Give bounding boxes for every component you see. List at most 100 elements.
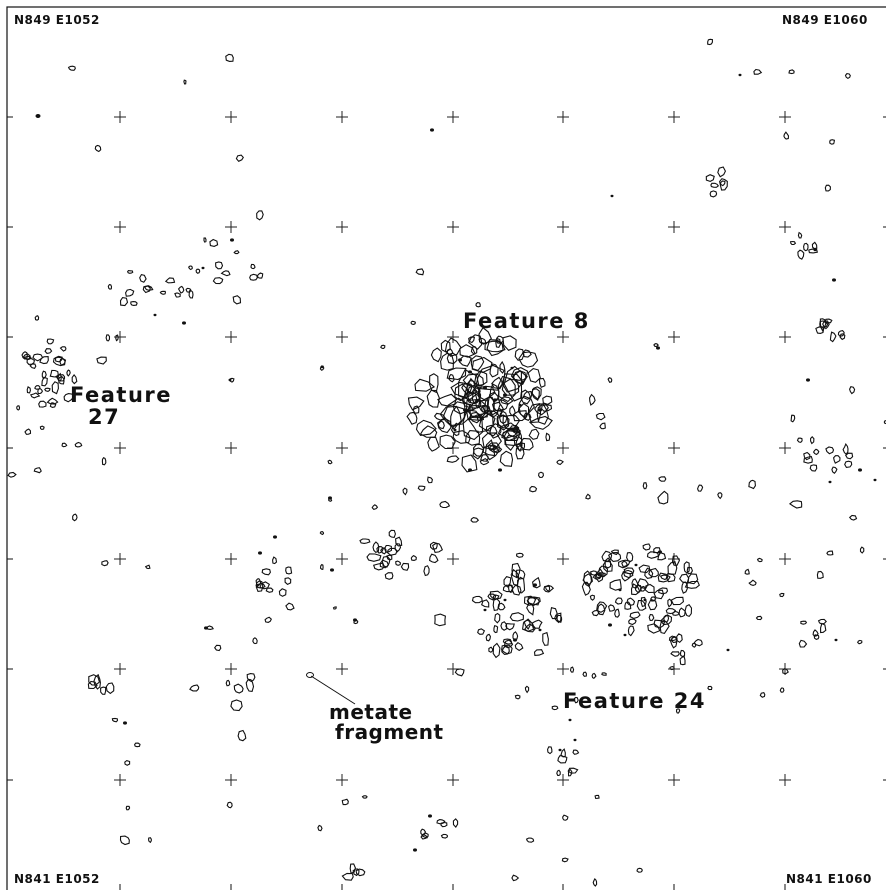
rock-fragment	[806, 378, 810, 382]
rock-outline	[589, 570, 598, 576]
rock-outline	[233, 683, 244, 694]
rock-fragment	[658, 550, 662, 554]
rock-outline	[826, 550, 834, 556]
rock-outline	[531, 619, 543, 629]
rock-outline	[415, 268, 425, 276]
rock-outline	[496, 414, 509, 429]
rock-outline	[527, 596, 541, 607]
edge-ticks	[7, 116, 886, 890]
metate-fragment-outline	[306, 672, 314, 678]
rock-outline	[246, 673, 256, 683]
rock-outline	[439, 500, 451, 509]
rock-outline	[387, 547, 398, 556]
rock-outline	[264, 616, 272, 623]
rock-outline	[233, 250, 240, 255]
rock-outline	[107, 283, 113, 290]
rock-outline	[501, 430, 518, 442]
rock-fragment	[813, 248, 817, 252]
rock-outline	[497, 602, 506, 611]
rock-outline	[782, 668, 789, 675]
rock-outline	[265, 587, 274, 593]
rock-outline	[126, 270, 134, 274]
rock-outline	[779, 592, 785, 598]
rock-outline	[406, 411, 418, 425]
rock-outline	[492, 642, 501, 659]
rock-outline	[686, 566, 694, 575]
rock-outline	[355, 868, 366, 877]
rock-outline	[756, 557, 763, 563]
rock-outline	[486, 339, 504, 357]
rock-outline	[66, 369, 71, 377]
grid-cross	[779, 553, 791, 565]
rock-outline	[510, 568, 520, 586]
rock-outline	[489, 590, 503, 601]
rock-outline	[452, 818, 459, 829]
rock-outline	[679, 573, 690, 584]
rock-outline	[209, 238, 219, 247]
rock-outline	[261, 568, 271, 576]
rock-outline	[467, 412, 496, 434]
rock-outline	[26, 386, 31, 394]
rock-outline	[237, 729, 247, 742]
rock-outline	[101, 456, 107, 466]
rock-outline	[759, 691, 766, 698]
corner-label-top-right: N849 E1060	[782, 13, 868, 27]
feature-27-label-line2: 27	[88, 405, 121, 429]
rock-fragment	[608, 623, 612, 627]
rock-outline	[471, 356, 493, 374]
rock-outline	[284, 577, 292, 586]
rock-outline	[811, 241, 818, 250]
rock-outline	[572, 749, 580, 755]
rock-outline	[667, 598, 673, 608]
rock-outline	[100, 686, 107, 695]
rock-outline	[446, 455, 460, 463]
rock-fragment	[430, 128, 434, 132]
rock-outline	[542, 631, 549, 646]
rock-outline	[591, 672, 597, 679]
rock-outline	[414, 378, 436, 392]
rock-outline	[599, 422, 606, 430]
rock-outline	[429, 553, 439, 564]
rock-outline	[567, 767, 579, 774]
rock-outline	[636, 599, 647, 611]
rock-outline	[478, 408, 494, 432]
rock-outline	[514, 694, 521, 700]
rock-outline	[626, 597, 636, 606]
rock-outline	[582, 671, 587, 677]
rock-outline	[595, 568, 604, 583]
rock-outline	[230, 699, 243, 712]
rock-outline	[450, 405, 462, 431]
rock-outline	[659, 619, 670, 635]
rock-outline	[832, 455, 841, 464]
rock-outline	[595, 412, 606, 421]
rock-outline	[693, 638, 703, 647]
grid-cross	[668, 442, 680, 454]
rock-outline	[788, 500, 803, 509]
rock-outline	[225, 679, 231, 687]
rock-outline	[232, 295, 242, 305]
rock-outline	[250, 263, 256, 270]
rock-outline	[501, 644, 510, 655]
rock-outline	[798, 639, 808, 648]
rock-outline	[49, 402, 57, 408]
rock-outline	[462, 373, 485, 387]
rock-outline	[525, 837, 535, 843]
rock-outline	[458, 368, 481, 401]
rock-outline	[800, 620, 808, 625]
rock-outline	[485, 424, 498, 437]
rock-outline	[647, 598, 658, 611]
rock-fragment	[182, 321, 186, 325]
rock-outline	[514, 642, 524, 652]
rock-outline	[407, 396, 425, 411]
rock-fragment	[573, 738, 577, 742]
rock-outlines	[7, 38, 886, 887]
rock-outline	[26, 357, 36, 365]
metate-label-line1: metate	[329, 700, 413, 724]
rock-outline	[503, 365, 523, 402]
rock-outline	[618, 559, 631, 569]
rock-outline	[524, 685, 530, 694]
rock-outline	[514, 348, 525, 361]
grid-cross	[668, 774, 680, 786]
rock-outline	[372, 541, 380, 554]
